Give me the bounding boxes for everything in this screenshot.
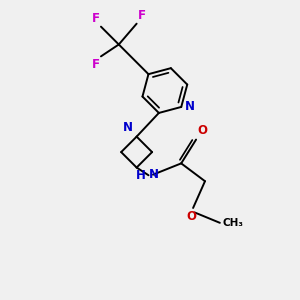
Text: N: N: [123, 121, 133, 134]
Text: N: N: [185, 100, 195, 113]
Text: CH₃: CH₃: [223, 218, 244, 228]
Text: H: H: [136, 169, 146, 182]
Text: F: F: [92, 58, 100, 71]
Text: F: F: [138, 9, 146, 22]
Text: N: N: [149, 168, 159, 181]
Text: F: F: [92, 12, 100, 25]
Text: O: O: [198, 124, 208, 137]
Text: O: O: [187, 210, 196, 223]
